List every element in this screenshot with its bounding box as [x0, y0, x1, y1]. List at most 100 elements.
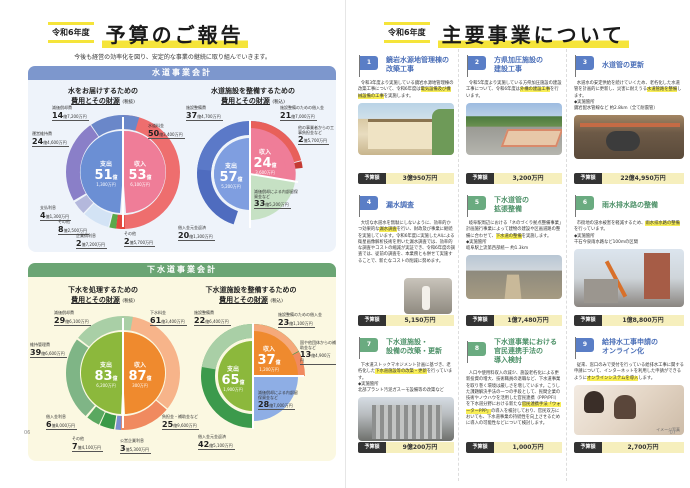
project-card: 2 方県加圧施設の 建設工事 令和5年度より実施している方県加圧施設の建設工事につ… [462, 49, 567, 187]
left-header: 令和6年度 予算のご報告 [48, 22, 248, 48]
plant-photo [358, 397, 454, 442]
project-card: 1 鏡岩水源地管理棟の 改築工事 令和3年度より実施している鏡岩水源地管理棟の改築… [354, 49, 459, 187]
flag-icon: 9 [574, 337, 596, 359]
label-loan-repayment: 借入金元金返済 20億1,300万円 [178, 225, 215, 241]
label-loan-interest: 借入金利息 6億8,000万円 [46, 414, 78, 430]
label-sewer-other: その他 7億4,100万円 [72, 436, 104, 452]
project-description: 下水道ストックマネジメント計画に基づき、老朽化した下水道施設等の改築・更新を行っ… [358, 363, 453, 381]
sewer-section: 下水道事業会計 下水を処理するための 費用とその財源 (税抜) 支出 83億 6… [28, 263, 336, 461]
label-maintenance: 維持管理費 39億6,600万円 [30, 342, 67, 358]
budget-row: 予算額 22億4,950万円 [574, 173, 684, 184]
sewer-chart1-donut [65, 316, 180, 430]
label-sewer-fee: 下水料金 61億3,400万円 [150, 310, 187, 326]
pipe-photo [574, 115, 684, 160]
label-operating-cost: 運営維持費 24億4,600万円 [32, 131, 69, 147]
lead-text: 今後も経営の効率化を図り、安定的な事業の継続に取り組んでいきます。 [74, 54, 271, 61]
road-photo [466, 255, 562, 300]
label-interest: 支払利息 4億1,300万円 [40, 205, 72, 221]
flag-icon: 2 [466, 55, 488, 77]
water-chart2-donut [197, 120, 303, 228]
project-description: 岐阜駅周辺における「ネのづくり拠点整備事業」計画施行事業によって建物の建設や区画… [466, 221, 562, 239]
flag-icon: 7 [358, 337, 380, 359]
survey-photo [404, 278, 452, 314]
label-public-interest: 公営企業利息 3億5,300万円 [120, 438, 152, 454]
budget-row: 予算額 1,000万円 [466, 442, 562, 453]
label-depreciation: 減価償却費 14億7,200万円 [52, 105, 89, 121]
label-facility-loan: 施設整備のための借入金 21億7,000万円 [280, 105, 324, 121]
page-number: 07 [669, 430, 676, 436]
label-sewer-facility-cost: 施設整備費 22億6,400万円 [194, 310, 231, 326]
sewer-section-title: 下水道事業会計 [28, 263, 336, 277]
label-other-revenue: その他 2億5,700万円 [124, 231, 156, 247]
water-section: 水道事業会計 水をお届けするための 費用とその財源 (税抜) 支出 51億 1,… [28, 66, 336, 252]
project-description: 市街地の浸水被害を軽減するため、雨水排水路の整備を行っています。 [574, 221, 680, 233]
project-description: 大切な水道水を無駄にしないように、効率的かつ効果的な漏水調査を行い、財政及び事業… [358, 221, 455, 264]
label-other-expense: その他 8億2,500万円 [58, 219, 90, 235]
sewer-chart2-title: 下水道施設を整備するための 費用とその財源 (税込) [205, 286, 297, 304]
sewer-chart1-revenue: 収入 87億 300万円 [128, 362, 152, 388]
sewer-chart2-expense: 支出 65億 1,900万円 [221, 366, 245, 392]
office-photo: イメージ写真 [574, 384, 684, 435]
budget-row: 予算額 2,700万円 [574, 442, 684, 453]
flag-icon: 1 [358, 55, 380, 77]
sewer-chart1-expense: 支出 83億 6,200万円 [94, 362, 118, 388]
flag-icon: 4 [358, 195, 380, 217]
project-description: 人口や使用料収入の減少、施設老朽化による更新投資の増大、技術職員の退職など、下水… [466, 371, 561, 427]
project-description: 令和5年度より実施している方県加圧施設の建設工事について、令和6年度は外構の建設… [466, 81, 562, 99]
budget-row: 予算額 3億950万円 [358, 173, 454, 184]
project-card: 7 下水道施設・ 設備の改築・更新 下水道ストックマネジメント計画に基づき、老朽化… [354, 331, 459, 481]
label-national-subsidy: 国や他団体からの補助金など 13億4,900万円 [300, 340, 336, 365]
flag-icon: 3 [574, 55, 596, 77]
label-subsidies: 負担金・補助金など 25億9,600万円 [162, 414, 199, 430]
site-photo [466, 102, 562, 155]
right-header: 令和6年度 主要事業について [384, 22, 629, 48]
water-chart2-revenue: 収入 24億 3,600万円 [253, 149, 277, 175]
label-construction-contribution: 他の事業者からの工事負担金など 2億5,700万円 [298, 125, 334, 146]
water-section-title: 水道事業会計 [28, 66, 336, 80]
project-card: 8 下水道事業における 官民連携手法の 導入検討 人口や使用料収入の減少、施設老朽化… [462, 331, 567, 481]
budget-row: 予算額 9億200万円 [358, 442, 454, 453]
label-sewer-internal-reserves: 減価償却による内部留保資金など 28億7,000万円 [258, 390, 298, 411]
sewer-chart2-revenue: 収入 37億 1,200万円 [257, 346, 281, 372]
project-card: 4 漏水調査 大切な水道水を無駄にしないように、効率的かつ効果的な漏水調査を行い… [354, 189, 459, 329]
label-sewer-facility-loan: 施設整備のための借入金 23億1,100万円 [278, 312, 322, 328]
label-facility-cost: 施設整備費 37億4,700万円 [186, 105, 223, 121]
label-bond-interest: 企業債利息 2億7,200万円 [76, 233, 108, 249]
page-title: 主要事業について [437, 22, 629, 48]
project-card: 6 雨水排水路の整備 市街地の浸水被害を軽減するため、雨水排水路の整備を行ってい… [570, 189, 688, 329]
project-card: 9 給排水工事申請の オンライン化 従来、窓口のみで受付を行っている給排水工事に関… [574, 337, 684, 453]
flag-icon: 5 [466, 195, 488, 217]
sewer-chart1-title: 下水を処理するための 費用とその財源 (税抜) [68, 286, 138, 304]
crane-photo [574, 249, 684, 308]
page-number: 06 [24, 430, 31, 436]
year-tag: 令和6年度 [384, 22, 430, 43]
project-card: 5 下水道管の 拡張整備 岐阜駅周辺における「ネのづくり拠点整備事業」計画施行事業… [462, 189, 567, 329]
label-sewer-loan-repayment: 借入金元金返済 42億5,100万円 [198, 434, 235, 450]
water-chart1-title: 水をお届けするための 費用とその財源 (税抜) [68, 87, 138, 105]
water-chart1-revenue: 収入 53億 6,100万円 [128, 161, 152, 187]
flag-icon: 8 [466, 341, 488, 363]
flag-icon: 6 [574, 195, 596, 217]
year-tag: 令和6年度 [48, 22, 94, 43]
project-description: 従来、窓口のみで受付を行っている給排水工事に関する申請について、インターネットを… [574, 363, 684, 381]
project-card: 3 水道管の更新 水道水の安定供給を続けていくため、老朽化した水道管を計画的に更… [570, 49, 688, 187]
label-internal-reserves: 減価償却による内部留保資金など 33億5,200万円 [254, 189, 298, 210]
water-chart2-title: 水道施設を整備するための 費用とその財源 (税込) [211, 87, 295, 105]
label-water-fee: 水道料金 50億3,400万円 [148, 123, 185, 139]
water-chart1-donut [66, 115, 180, 229]
page-title: 予算のご報告 [101, 22, 248, 48]
label-sewer-depreciation: 減価償却費 29億6,100万円 [54, 310, 91, 326]
budget-row: 予算額 5,150万円 [358, 315, 454, 326]
project-grid: 1 鏡岩水源地管理棟の 改築工事 令和3年度より実施している鏡岩水源地管理棟の改築… [354, 49, 688, 481]
building-photo [358, 102, 454, 155]
budget-row: 予算額 1億7,480万円 [466, 315, 562, 326]
sewer-chart2-donut [201, 323, 305, 429]
water-chart2-expense: 支出 57億 5,200万円 [219, 163, 243, 189]
project-description: 水道水の安定供給を続けていくため、老朽化した水道管を計画的に更新し、災害に耐えう… [574, 81, 682, 99]
budget-row: 予算額 1億8,800万円 [574, 315, 684, 326]
budget-row: 予算額 3,200万円 [466, 173, 562, 184]
right-page: 令和6年度 主要事業について 1 鏡岩水源地管理棟の 改築工事 令和3年度より実施… [345, 0, 690, 488]
water-chart1-expense: 支出 51億 1,300万円 [94, 161, 118, 187]
left-page: 令和6年度 予算のご報告 今後も経営の効率化を図り、安定的な事業の継続に取り組ん… [24, 22, 336, 461]
project-description: 令和3年度より実施している鏡岩水源地管理棟の改築工事について、令和6年度は電気設… [358, 81, 454, 99]
